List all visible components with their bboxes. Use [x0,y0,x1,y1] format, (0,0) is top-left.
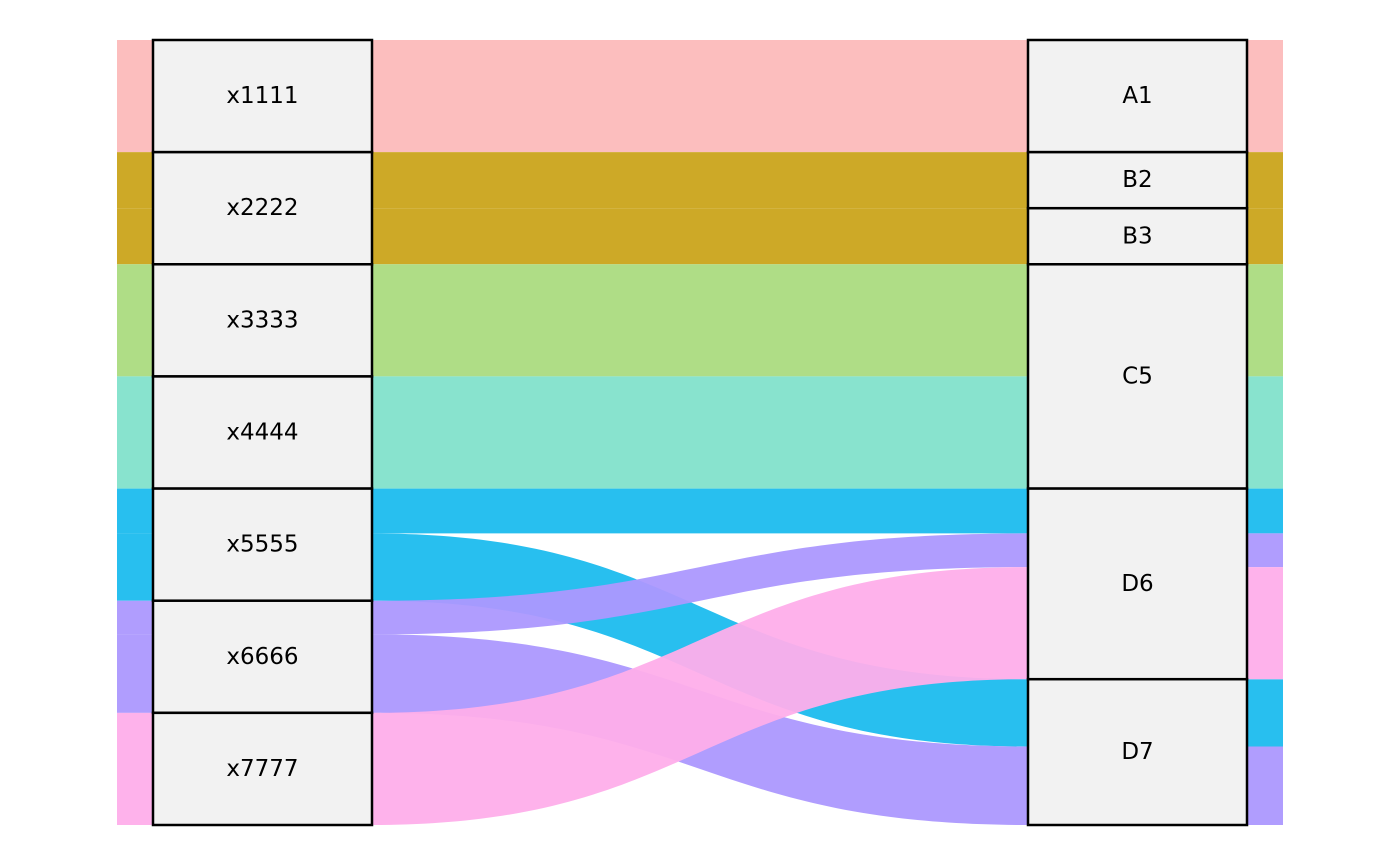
stratum-label-x6666: x6666 [226,644,298,670]
stratum-box-C5 [1026,263,1249,490]
stratum-box-x2222 [151,150,374,266]
stratum-label-A1: A1 [1122,83,1152,109]
stratum-box-D6 [1026,487,1249,681]
stratum-label-B3: B3 [1122,223,1152,249]
flow-x6666-D6 [117,533,1283,635]
stratum-box-A1 [1026,38,1249,154]
strata-layer: x1111 x2222 x3333 x4444 x5555 x6666 x7777 A1 B2 B… [151,38,1249,827]
flows-layer [117,40,1283,825]
flow-x2222-B3 [117,208,1283,265]
stratum-label-D7: D7 [1121,739,1153,765]
flow-x2222-B2 [117,152,1283,209]
stratum-box-D7 [1026,677,1249,827]
stratum-box-x1111 [151,38,374,154]
stratum-box-x5555 [151,487,374,602]
flow-x7777-D6 [117,567,1283,825]
flow-x1111-A1 [117,40,1283,153]
stratum-label-x3333: x3333 [226,307,298,333]
flow-x5555-D6 [117,488,1283,534]
stratum-label-D6: D6 [1121,571,1153,597]
stratum-label-x5555: x5555 [226,532,298,558]
stratum-label-x2222: x2222 [226,195,298,221]
stratum-label-x1111: x1111 [226,83,298,109]
stratum-box-x4444 [151,375,374,490]
stratum-label-B2: B2 [1122,167,1152,193]
stratum-label-x7777: x7777 [226,756,298,782]
stratum-label-C5: C5 [1122,363,1153,389]
stratum-label-x4444: x4444 [226,420,298,446]
stratum-box-x3333 [151,263,374,378]
flow-x3333-C5 [117,264,1283,377]
stratum-box-x7777 [151,711,374,827]
stratum-box-x6666 [151,599,374,715]
flow-x4444-C5 [117,376,1283,489]
